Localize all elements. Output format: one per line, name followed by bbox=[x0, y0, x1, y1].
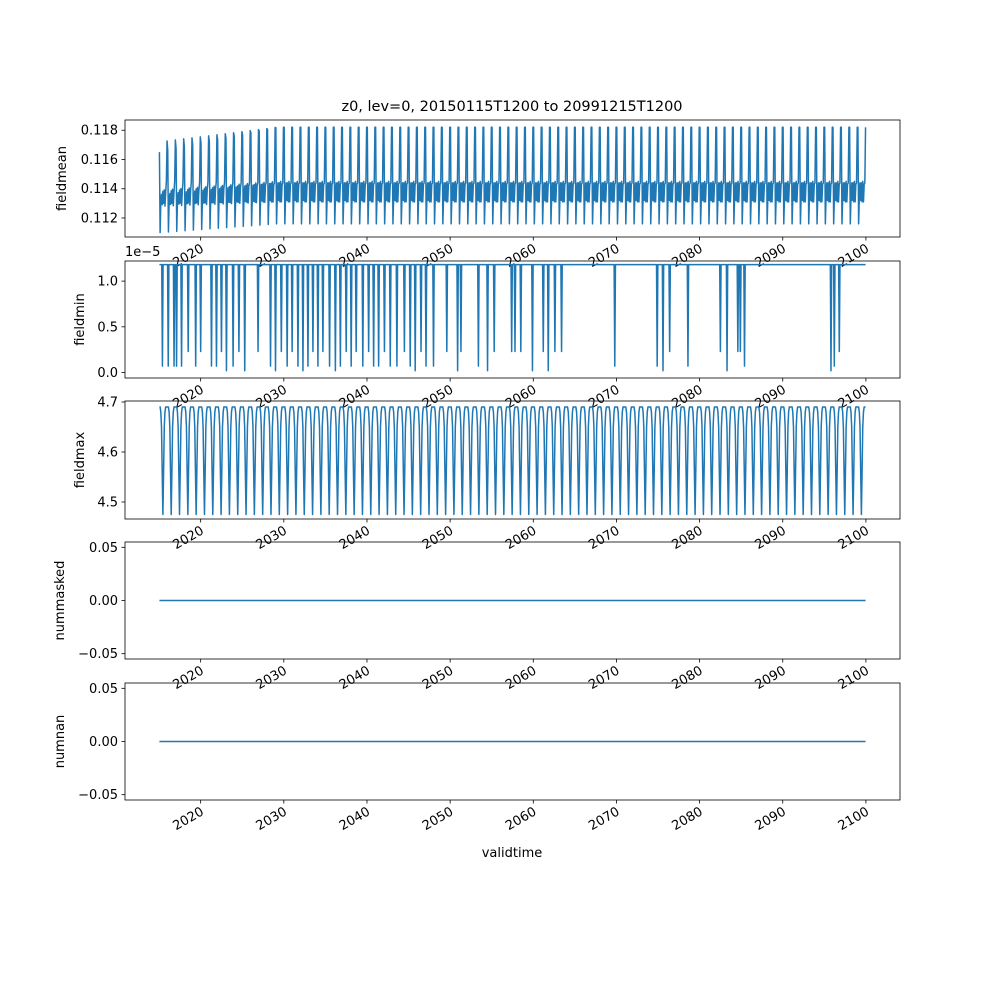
y-tick-label: 4.7 bbox=[97, 396, 118, 411]
axes-frame bbox=[124, 260, 901, 379]
y-tick-label: 4.6 bbox=[97, 446, 118, 461]
y-tick-label: 0.00 bbox=[89, 594, 118, 609]
figure-title: z0, lev=0, 20150115T1200 to 20991215T120… bbox=[341, 99, 682, 115]
series-line-fieldmean bbox=[158, 126, 867, 234]
y-tick-label: 0.05 bbox=[89, 682, 118, 697]
y-tick-label: 0.0 bbox=[97, 366, 118, 381]
y-tick-label: 0.05 bbox=[89, 541, 118, 556]
y-offset-label: 1e−5 bbox=[125, 245, 160, 260]
series-line-fieldmin bbox=[159, 263, 866, 372]
y-axis-label: fieldmean bbox=[55, 146, 70, 211]
y-tick-label: 1.0 bbox=[97, 275, 118, 290]
axes-frame bbox=[124, 119, 901, 238]
axes-frame bbox=[124, 400, 901, 520]
y-tick-label: 0.114 bbox=[81, 182, 118, 197]
y-tick-label: 0.118 bbox=[81, 124, 118, 139]
y-tick-label: 0.5 bbox=[97, 320, 118, 335]
y-tick-label: 0.116 bbox=[81, 153, 118, 168]
y-tick-label: −0.05 bbox=[78, 788, 118, 803]
y-tick-label: −0.05 bbox=[78, 647, 118, 662]
y-tick-label: 4.5 bbox=[97, 496, 118, 511]
x-axis-label: validtime bbox=[482, 846, 543, 861]
y-axis-label: nummasked bbox=[53, 561, 68, 641]
y-axis-label: fieldmin bbox=[73, 293, 88, 346]
y-tick-label: 0.00 bbox=[89, 735, 118, 750]
y-axis-label: fieldmax bbox=[73, 432, 88, 489]
y-tick-label: 0.112 bbox=[81, 211, 118, 226]
y-axis-label: numnan bbox=[53, 715, 68, 769]
series-line-fieldmax bbox=[159, 406, 866, 516]
